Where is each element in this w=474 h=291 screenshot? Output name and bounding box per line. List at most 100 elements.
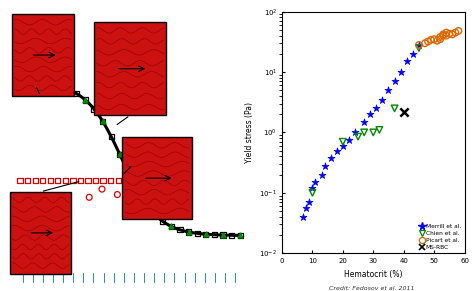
Point [39, 179, 46, 183]
Point [116, 152, 124, 157]
Point [391, 106, 398, 111]
Point [427, 38, 435, 42]
X-axis label: Hematocrit (%): Hematocrit (%) [344, 269, 402, 278]
Point [159, 219, 167, 224]
Point [373, 106, 380, 111]
Point [333, 148, 340, 153]
Point [321, 164, 328, 168]
Point [133, 187, 141, 192]
Point [327, 155, 335, 160]
Point [114, 179, 122, 183]
Point [38, 82, 46, 86]
Point [219, 233, 227, 237]
Point [421, 41, 429, 45]
Point [69, 179, 77, 183]
Point [437, 37, 444, 42]
Point [85, 195, 93, 200]
Point [21, 81, 29, 86]
Point [16, 179, 24, 183]
Point [47, 83, 55, 88]
Point [400, 109, 408, 114]
Point [415, 43, 423, 47]
Bar [10, 192, 71, 274]
Point [351, 130, 359, 135]
Point [152, 179, 160, 183]
Point [185, 230, 192, 234]
Point [391, 79, 398, 84]
Point [56, 85, 64, 89]
Bar [122, 137, 191, 219]
Text: Credit: Fedosov et al. 2011: Credit: Fedosov et al. 2011 [329, 286, 415, 291]
Point [339, 139, 346, 144]
Point [369, 130, 377, 135]
Point [99, 119, 106, 124]
Point [129, 179, 137, 183]
Point [160, 179, 167, 183]
Point [185, 230, 192, 234]
Point [366, 112, 374, 117]
Point [30, 81, 37, 86]
Point [403, 59, 410, 64]
Point [30, 81, 37, 86]
Point [300, 214, 307, 219]
Point [31, 179, 39, 183]
Point [385, 88, 392, 93]
Point [309, 190, 316, 195]
Point [92, 179, 100, 183]
Point [47, 83, 55, 88]
Point [116, 152, 124, 157]
Point [202, 232, 210, 237]
Point [99, 119, 106, 124]
Point [202, 232, 210, 237]
Point [64, 87, 72, 92]
Point [442, 33, 450, 38]
Point [73, 91, 81, 96]
Point [54, 179, 62, 183]
Point [125, 170, 132, 175]
Point [360, 130, 368, 135]
Point [415, 43, 423, 47]
Point [150, 212, 158, 216]
Point [82, 98, 89, 102]
Point [309, 186, 316, 190]
Point [430, 37, 438, 42]
Point [409, 52, 417, 56]
Point [145, 179, 152, 183]
Point [442, 30, 450, 35]
Point [228, 233, 236, 237]
Bar [12, 14, 74, 96]
Point [62, 179, 69, 183]
Y-axis label: Yield stress (Pa): Yield stress (Pa) [245, 102, 254, 163]
Point [64, 87, 72, 92]
Point [237, 233, 244, 238]
Point [448, 32, 456, 37]
Point [375, 127, 383, 132]
Point [210, 233, 218, 237]
Point [415, 46, 423, 50]
Point [433, 38, 441, 43]
Point [360, 119, 368, 124]
Point [345, 138, 353, 142]
Point [99, 179, 107, 183]
Bar [94, 22, 166, 115]
Point [82, 98, 89, 102]
Point [306, 200, 313, 205]
Point [176, 228, 184, 232]
Point [98, 187, 106, 191]
Point [90, 107, 98, 111]
Point [437, 35, 444, 39]
Point [302, 206, 310, 211]
Point [32, 83, 39, 88]
Point [77, 179, 84, 183]
Point [114, 192, 121, 197]
Point [137, 179, 145, 183]
Point [142, 201, 149, 206]
Point [46, 179, 54, 183]
Point [84, 179, 92, 183]
Point [312, 180, 319, 184]
Point [439, 32, 447, 37]
Point [237, 233, 244, 238]
Point [219, 233, 227, 237]
Point [339, 143, 346, 148]
Point [439, 33, 447, 38]
